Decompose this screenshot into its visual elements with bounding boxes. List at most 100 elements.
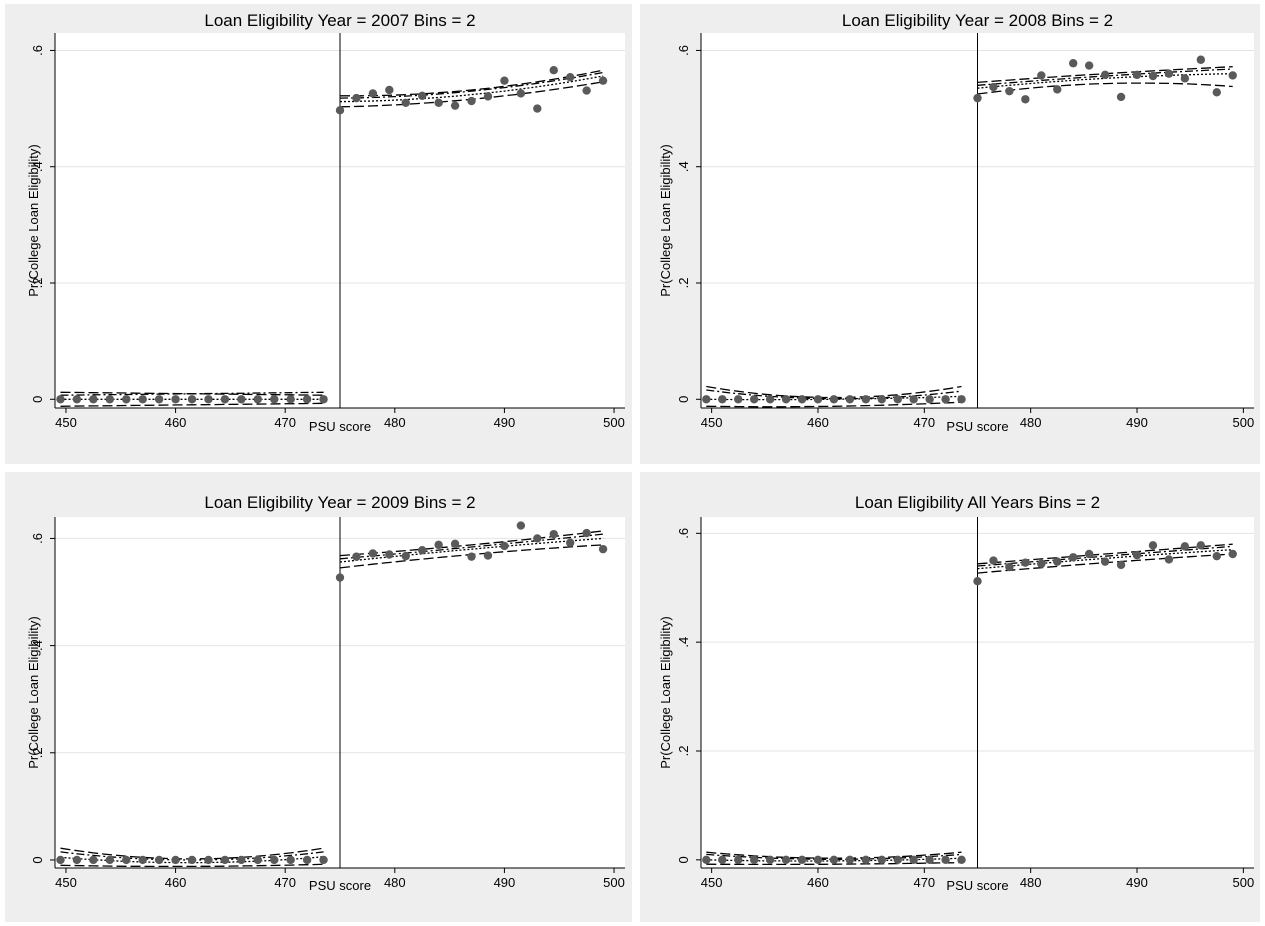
data-point bbox=[845, 855, 855, 865]
y-tick-label: .6 bbox=[676, 45, 691, 56]
data-point bbox=[450, 539, 460, 548]
data-point bbox=[450, 101, 460, 110]
data-point bbox=[1180, 542, 1190, 551]
alt-fit-line bbox=[706, 389, 962, 400]
ci-upper-line bbox=[977, 543, 1233, 565]
x-tick-label: 490 bbox=[1126, 415, 1148, 430]
data-point bbox=[1037, 559, 1046, 568]
data-point bbox=[72, 395, 82, 404]
x-tick-label: 450 bbox=[55, 415, 77, 430]
x-tick-label: 500 bbox=[603, 875, 625, 890]
x-tick-label: 490 bbox=[494, 875, 516, 890]
data-point bbox=[1116, 560, 1126, 570]
data-point bbox=[957, 855, 966, 865]
x-tick-label: 500 bbox=[1233, 875, 1255, 890]
data-point bbox=[434, 540, 443, 550]
data-point bbox=[1196, 55, 1206, 64]
data-point bbox=[89, 395, 98, 404]
data-point bbox=[1021, 95, 1030, 104]
data-point bbox=[401, 551, 410, 561]
data-point bbox=[105, 855, 115, 865]
data-point bbox=[702, 395, 711, 404]
data-point bbox=[286, 395, 295, 404]
data-point bbox=[1228, 71, 1237, 80]
data-point bbox=[1212, 88, 1221, 97]
data-point bbox=[89, 855, 98, 865]
data-point bbox=[220, 395, 230, 404]
data-point bbox=[434, 98, 443, 107]
ci-lower-line bbox=[706, 401, 962, 408]
data-point bbox=[718, 855, 727, 865]
fit-line bbox=[339, 537, 604, 563]
data-point bbox=[401, 98, 410, 107]
data-point bbox=[925, 855, 934, 865]
x-tick-label: 480 bbox=[384, 415, 406, 430]
x-tick-label: 460 bbox=[165, 415, 187, 430]
data-point bbox=[565, 72, 575, 82]
data-point bbox=[533, 104, 542, 113]
x-tick-label: 480 bbox=[384, 875, 406, 890]
x-tick-label: 460 bbox=[807, 875, 829, 890]
data-point bbox=[1180, 74, 1190, 83]
y-tick-label: .2 bbox=[30, 747, 45, 758]
data-point bbox=[1164, 555, 1174, 564]
data-point bbox=[781, 855, 791, 865]
data-point bbox=[1212, 551, 1221, 561]
y-tick-label: .2 bbox=[30, 278, 45, 289]
x-tick-label: 450 bbox=[55, 875, 77, 890]
x-tick-label: 470 bbox=[913, 415, 935, 430]
data-point bbox=[368, 89, 378, 98]
data-point bbox=[352, 93, 361, 103]
data-point bbox=[171, 395, 180, 404]
chart-3: 0 .2 .4 .6 450 460 470 480 490 500 Loan Eligibilit… bbox=[26, 493, 625, 893]
y-tick-label: .6 bbox=[30, 45, 45, 56]
data-point bbox=[335, 106, 345, 115]
data-point bbox=[765, 855, 775, 865]
ci-upper-line bbox=[340, 69, 604, 97]
y-axis-label: Pr(College Loan Eligibility) bbox=[658, 144, 673, 296]
ci-upper-line bbox=[339, 530, 604, 557]
data-point bbox=[813, 855, 823, 865]
ci-lower-line bbox=[60, 863, 324, 868]
data-point bbox=[335, 573, 345, 582]
data-point bbox=[1148, 71, 1158, 81]
data-point bbox=[973, 93, 982, 103]
data-point bbox=[702, 855, 711, 865]
data-point bbox=[598, 544, 608, 554]
data-point bbox=[909, 395, 918, 404]
data-point bbox=[1100, 557, 1110, 566]
data-point bbox=[1164, 69, 1174, 78]
x-axis-label: PSU score bbox=[309, 878, 371, 893]
y-tick-label: .4 bbox=[30, 161, 45, 172]
data-point bbox=[467, 96, 476, 106]
x-tick-label: 450 bbox=[701, 875, 723, 890]
data-point bbox=[549, 529, 558, 539]
y-tick-label: 0 bbox=[30, 856, 45, 863]
data-point bbox=[1069, 553, 1078, 562]
data-point bbox=[171, 855, 180, 865]
data-point bbox=[500, 541, 509, 551]
data-point bbox=[105, 395, 115, 404]
data-point bbox=[500, 76, 509, 85]
data-point bbox=[204, 855, 213, 865]
ci-lower-line bbox=[977, 82, 1233, 95]
y-axis-label: Pr(College Loan Eligibility) bbox=[658, 616, 673, 768]
data-point bbox=[797, 395, 807, 404]
data-point bbox=[989, 556, 998, 565]
data-point bbox=[845, 395, 855, 404]
x-tick-label: 480 bbox=[1020, 415, 1042, 430]
data-point bbox=[1228, 549, 1237, 559]
data-point bbox=[734, 395, 743, 404]
data-point bbox=[385, 85, 394, 95]
data-point bbox=[1084, 549, 1094, 559]
data-point bbox=[1005, 562, 1014, 572]
data-point bbox=[122, 395, 131, 404]
fit-line bbox=[977, 73, 1233, 89]
x-tick-label: 500 bbox=[1233, 415, 1255, 430]
chart-title: Loan Eligibility Year = 2008 Bins = 2 bbox=[842, 11, 1113, 30]
y-axis-label: Pr(College Loan Eligibility) bbox=[26, 144, 41, 296]
fit-line bbox=[706, 395, 962, 401]
x-tick-label: 470 bbox=[274, 415, 296, 430]
y-axis-label: Pr(College Loan Eligibility) bbox=[26, 616, 41, 768]
